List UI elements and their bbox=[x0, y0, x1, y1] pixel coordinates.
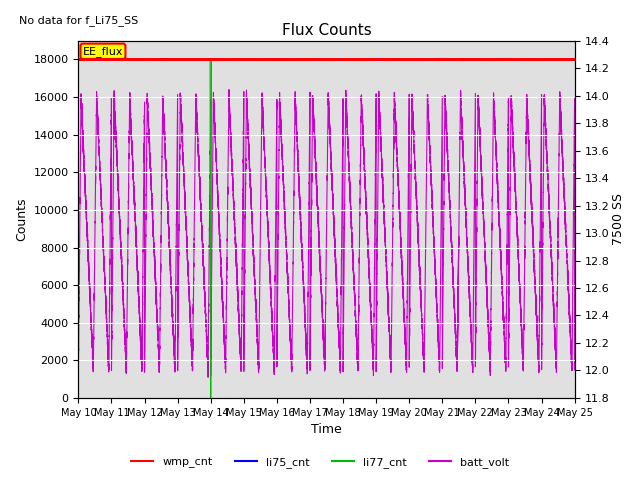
Legend: wmp_cnt, li75_cnt, li77_cnt, batt_volt: wmp_cnt, li75_cnt, li77_cnt, batt_volt bbox=[127, 452, 513, 472]
Title: Flux Counts: Flux Counts bbox=[282, 23, 371, 38]
Y-axis label: 7500 SS: 7500 SS bbox=[612, 193, 625, 245]
Y-axis label: Counts: Counts bbox=[15, 198, 28, 241]
X-axis label: Time: Time bbox=[311, 423, 342, 436]
Text: No data for f_Li75_SS: No data for f_Li75_SS bbox=[19, 15, 138, 26]
Text: EE_flux: EE_flux bbox=[83, 46, 124, 57]
